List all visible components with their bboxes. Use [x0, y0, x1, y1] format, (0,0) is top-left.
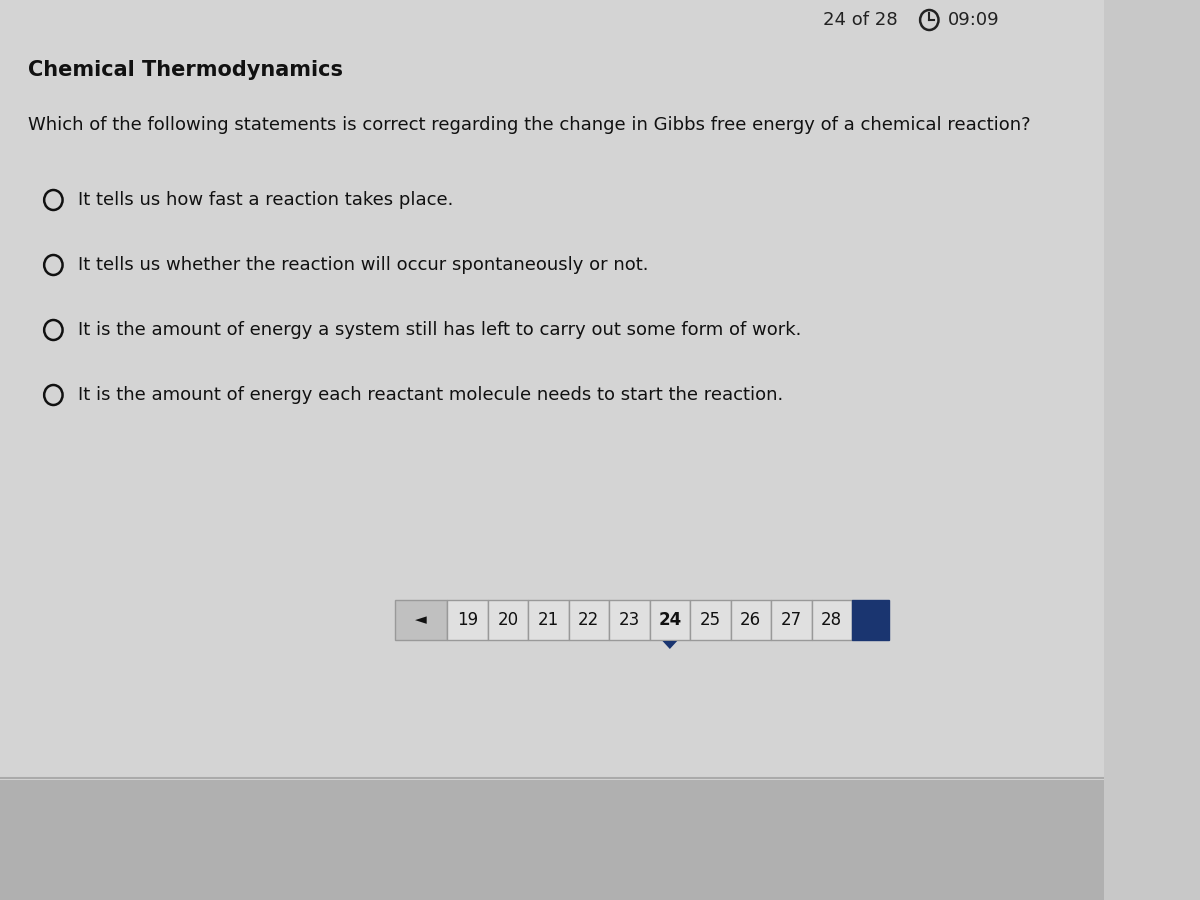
- Text: 09:09: 09:09: [948, 11, 1000, 29]
- FancyBboxPatch shape: [731, 600, 772, 640]
- Text: 24: 24: [659, 611, 682, 629]
- Text: ◄: ◄: [415, 613, 426, 627]
- FancyBboxPatch shape: [395, 600, 448, 640]
- Text: 22: 22: [578, 611, 600, 629]
- FancyBboxPatch shape: [569, 600, 610, 640]
- FancyBboxPatch shape: [811, 600, 852, 640]
- FancyBboxPatch shape: [0, 780, 1104, 900]
- FancyBboxPatch shape: [610, 600, 649, 640]
- Text: It is the amount of energy each reactant molecule needs to start the reaction.: It is the amount of energy each reactant…: [78, 386, 784, 404]
- FancyBboxPatch shape: [528, 600, 569, 640]
- Text: 23: 23: [619, 611, 640, 629]
- Text: 21: 21: [538, 611, 559, 629]
- Text: 25: 25: [700, 611, 721, 629]
- Text: 20: 20: [497, 611, 518, 629]
- Text: 27: 27: [781, 611, 802, 629]
- Text: It is the amount of energy a system still has left to carry out some form of wor: It is the amount of energy a system stil…: [78, 321, 802, 339]
- FancyBboxPatch shape: [772, 600, 811, 640]
- FancyBboxPatch shape: [690, 600, 731, 640]
- Text: Chemical Thermodynamics: Chemical Thermodynamics: [28, 60, 343, 80]
- Text: 24 of 28: 24 of 28: [823, 11, 898, 29]
- Text: It tells us how fast a reaction takes place.: It tells us how fast a reaction takes pl…: [78, 191, 454, 209]
- FancyBboxPatch shape: [0, 0, 1104, 780]
- Text: 26: 26: [740, 611, 761, 629]
- Text: It tells us whether the reaction will occur spontaneously or not.: It tells us whether the reaction will oc…: [78, 256, 649, 274]
- Text: Which of the following statements is correct regarding the change in Gibbs free : Which of the following statements is cor…: [28, 116, 1031, 134]
- FancyBboxPatch shape: [649, 600, 690, 640]
- Text: 28: 28: [821, 611, 842, 629]
- FancyBboxPatch shape: [448, 600, 487, 640]
- Text: 19: 19: [457, 611, 478, 629]
- FancyBboxPatch shape: [487, 600, 528, 640]
- FancyBboxPatch shape: [852, 600, 889, 640]
- Polygon shape: [662, 641, 677, 649]
